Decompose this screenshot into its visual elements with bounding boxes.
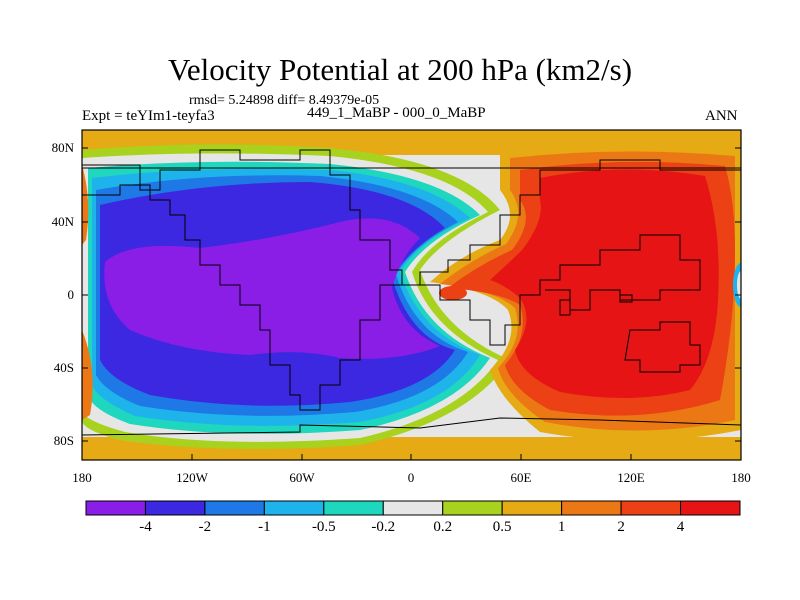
colorbar-label: -4 — [139, 519, 152, 535]
lon-label-60e: 60E — [510, 470, 532, 485]
lat-label-80s: 80S — [53, 433, 74, 448]
antarctica-outline — [82, 417, 741, 436]
colorbar-swatch — [561, 500, 622, 516]
map-title: Velocity Potential at 200 hPa (km2/s) — [167, 52, 633, 87]
australia-outline — [624, 321, 701, 373]
colorbar-label: -0.5 — [311, 519, 336, 535]
lon-label-120w: 120W — [176, 470, 208, 485]
colorbar-label: 0.5 — [492, 519, 512, 535]
colorbar-label: -0.2 — [371, 519, 396, 535]
eurasia-north-outline — [402, 159, 741, 286]
axis-ticks — [82, 147, 741, 460]
west-edge-positive-south — [82, 330, 93, 420]
colorbar-swatch — [620, 500, 682, 516]
colorbar-label: 2 — [617, 519, 625, 535]
colorbar-swatch — [442, 500, 503, 516]
season-label: ANN — [705, 108, 738, 124]
colorbar-label: 1 — [557, 519, 566, 535]
positive-blob — [439, 286, 467, 300]
africa-asia-outline — [420, 234, 701, 346]
islands-outline — [559, 294, 633, 316]
lon-label-120e: 120E — [617, 470, 645, 485]
contour-field — [82, 130, 741, 460]
colorbar-label: -2 — [198, 519, 212, 535]
lat-label-40s: 40S — [53, 360, 74, 375]
lat-label-80n: 80N — [51, 140, 74, 155]
lon-label-60w: 60W — [289, 470, 315, 485]
colorbar-label: 4 — [676, 519, 685, 535]
rmsd-stats: rmsd= 5.24898 diff= 8.49379e-05 — [189, 93, 380, 108]
positive-4 — [490, 169, 719, 399]
colorbar-swatch — [85, 500, 146, 516]
lat-label-40n: 40N — [51, 214, 74, 229]
east-edge-neutral — [737, 271, 741, 299]
colorbar-swatch — [501, 500, 563, 516]
colorbar — [85, 500, 741, 516]
negative-4 — [104, 218, 441, 359]
colorbar-swatch — [263, 500, 325, 516]
americas-outline — [82, 149, 403, 411]
west-edge-positive — [82, 165, 89, 245]
colorbar-swatch — [204, 500, 265, 516]
colorbar-swatch — [144, 500, 206, 516]
colorbar-swatch — [323, 500, 384, 516]
comparison-label: 449_1_MaBP - 000_0_MaBP — [307, 105, 486, 121]
colorbar-swatch — [680, 500, 741, 516]
continent-outlines — [82, 149, 741, 436]
colorbar-label: -1 — [258, 519, 271, 535]
lon-label-180w: 180 — [72, 470, 92, 485]
lat-label-0: 0 — [67, 287, 75, 302]
lon-label-0: 0 — [407, 470, 415, 485]
colorbar-label: 0.2 — [433, 519, 453, 535]
lon-label-180e: 180 — [731, 470, 751, 485]
colorbar-swatch — [382, 500, 444, 516]
experiment-label: Expt = teYIm1-teyfa3 — [82, 108, 215, 124]
